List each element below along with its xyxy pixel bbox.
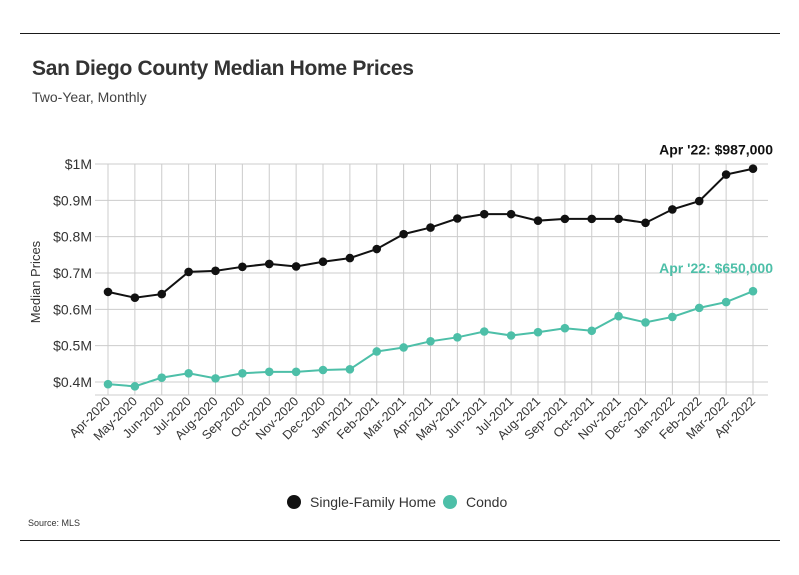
single-family-home-point <box>103 287 113 297</box>
chart-subtitle: Two-Year, Monthly <box>32 89 147 105</box>
y-tick-label: $1M <box>65 156 92 172</box>
single-family-home-point <box>130 293 140 303</box>
condo-point <box>157 373 167 382</box>
y-axis-ticks: $0.4M $0.5M $0.6M $0.7M $0.8M $0.9M $1M <box>53 156 92 390</box>
series-lines <box>103 164 758 391</box>
condo-point <box>211 374 220 383</box>
single-family-home-point <box>479 209 489 219</box>
condo-point <box>533 327 543 337</box>
single-family-home-point <box>560 214 570 224</box>
single-family-home-point <box>426 223 435 232</box>
condo-point <box>426 337 435 346</box>
single-family-home-point <box>372 244 382 254</box>
condo-end-label: Apr '22: $650,000 <box>659 260 773 276</box>
single-family-home-point <box>399 229 408 239</box>
condo-point <box>614 311 623 321</box>
condo-point <box>668 312 677 322</box>
single-family-home-point <box>291 262 301 271</box>
y-tick-label: $0.7M <box>53 265 92 281</box>
condo-point <box>103 379 113 389</box>
condo-point <box>641 318 650 327</box>
y-tick-label: $0.6M <box>53 301 92 317</box>
condo-point <box>318 365 328 375</box>
single-family-home-point <box>318 257 328 267</box>
single-family-home-point <box>157 289 167 299</box>
condo-point <box>130 382 140 391</box>
single-family-home-point <box>184 267 193 277</box>
condo-point <box>264 367 274 377</box>
y-tick-label: $0.5M <box>53 338 92 354</box>
condo-point <box>506 331 516 340</box>
chart-title: San Diego County Median Home Prices <box>32 57 414 80</box>
condo-point <box>184 368 193 378</box>
x-axis-ticks: Apr-2020May-2020Jun-2020Jul-2020Aug-2020… <box>67 394 758 443</box>
single-family-home-point <box>641 218 650 228</box>
single-family-home-point <box>211 266 220 276</box>
single-family-end-label: Apr '22: $987,000 <box>659 142 773 158</box>
legend-label-single-family: Single-Family Home <box>310 494 436 510</box>
source-note: Source: MLS <box>28 518 81 528</box>
legend: Single-Family Home Condo <box>287 494 507 510</box>
single-family-home-point <box>238 262 247 272</box>
single-family-home-point <box>345 253 355 263</box>
y-tick-label: $0.8M <box>53 229 92 245</box>
single-family-home-point <box>264 259 274 269</box>
single-family-home-point <box>668 205 677 214</box>
y-tick-label: $0.9M <box>53 192 92 208</box>
condo-point <box>399 343 408 352</box>
y-tick-label: $0.4M <box>53 374 92 390</box>
bottom-rule <box>20 540 780 541</box>
single-family-home-point <box>721 170 731 179</box>
single-family-home-point <box>453 214 462 223</box>
legend-label-condo: Condo <box>466 494 507 510</box>
y-axis-label: Median Prices <box>28 240 43 323</box>
legend-marker-condo <box>443 495 457 509</box>
condo-point <box>372 347 382 356</box>
condo-point <box>721 297 731 307</box>
single-family-home-point <box>614 214 623 224</box>
single-family-home-point <box>533 216 543 225</box>
single-family-home-point <box>506 209 516 219</box>
condo-point <box>587 326 597 336</box>
grid-lines <box>95 163 768 396</box>
condo-point <box>748 286 758 296</box>
condo-point <box>291 367 301 377</box>
single-family-home-point <box>748 164 758 174</box>
top-rule <box>20 33 780 34</box>
single-family-home-point <box>587 214 597 224</box>
legend-marker-single-family <box>287 495 301 509</box>
condo-point <box>479 327 489 336</box>
single-family-home-point <box>694 196 704 206</box>
condo-point <box>560 323 570 333</box>
condo-point <box>238 368 247 378</box>
condo-point <box>694 303 704 313</box>
condo-point <box>345 364 355 374</box>
condo-point <box>453 333 462 342</box>
